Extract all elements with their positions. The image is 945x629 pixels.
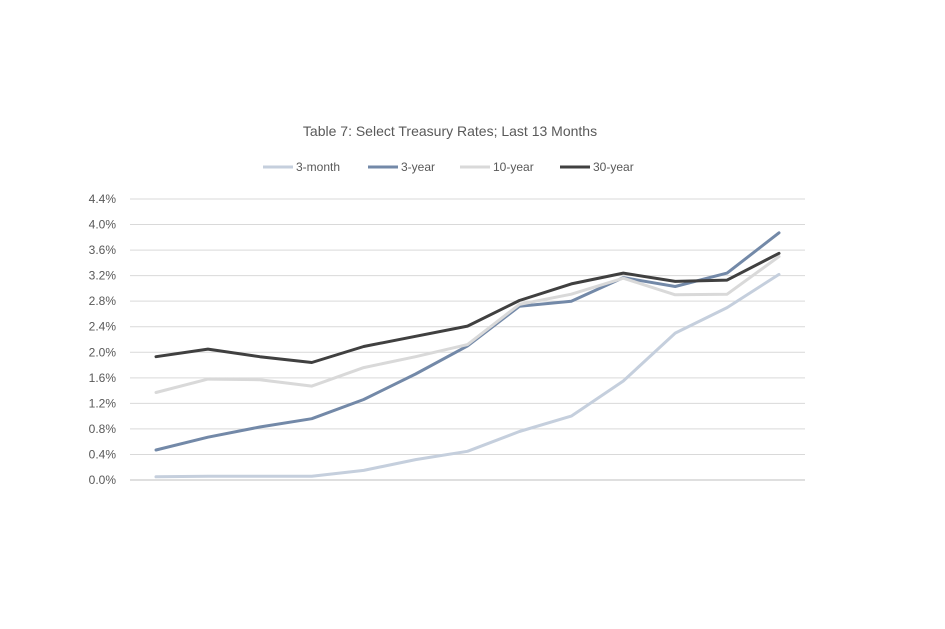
- legend-item: 30-year: [560, 160, 634, 174]
- legend-item: 3-year: [368, 160, 435, 174]
- y-tick-label: 1.6%: [89, 371, 117, 385]
- series-line-3-month: [154, 272, 781, 479]
- y-tick-label: 0.0%: [89, 473, 117, 487]
- y-tick-label: 3.2%: [89, 269, 117, 283]
- legend-label: 10-year: [493, 160, 534, 174]
- y-axis-tick-labels: 0.0% 0.4% 0.8% 1.2% 1.6% 2.0% 2.4% 2.8% 3.2% 3.6%…: [89, 192, 117, 487]
- y-tick-label: 2.8%: [89, 294, 117, 308]
- y-tick-label: 2.0%: [89, 345, 117, 359]
- series-lines: [154, 231, 781, 479]
- legend-label: 3-month: [296, 160, 340, 174]
- legend-label: 30-year: [593, 160, 634, 174]
- legend-item: 3-month: [263, 160, 340, 174]
- series-line-30-year: [154, 251, 781, 364]
- y-tick-label: 0.8%: [89, 422, 117, 436]
- chart-title: Table 7: Select Treasury Rates; Last 13 …: [303, 123, 597, 139]
- y-tick-label: 2.4%: [89, 320, 117, 334]
- y-tick-label: 4.4%: [89, 192, 117, 206]
- series-line-3-year: [154, 231, 781, 452]
- series-line-10-year: [154, 255, 781, 394]
- y-tick-label: 0.4%: [89, 447, 117, 461]
- legend: 3-month 3-year 10-year 30-year: [263, 160, 634, 174]
- y-tick-label: 1.2%: [89, 396, 117, 410]
- y-tick-label: 3.6%: [89, 243, 117, 257]
- legend-item: 10-year: [460, 160, 534, 174]
- legend-label: 3-year: [401, 160, 435, 174]
- y-tick-label: 4.0%: [89, 218, 117, 232]
